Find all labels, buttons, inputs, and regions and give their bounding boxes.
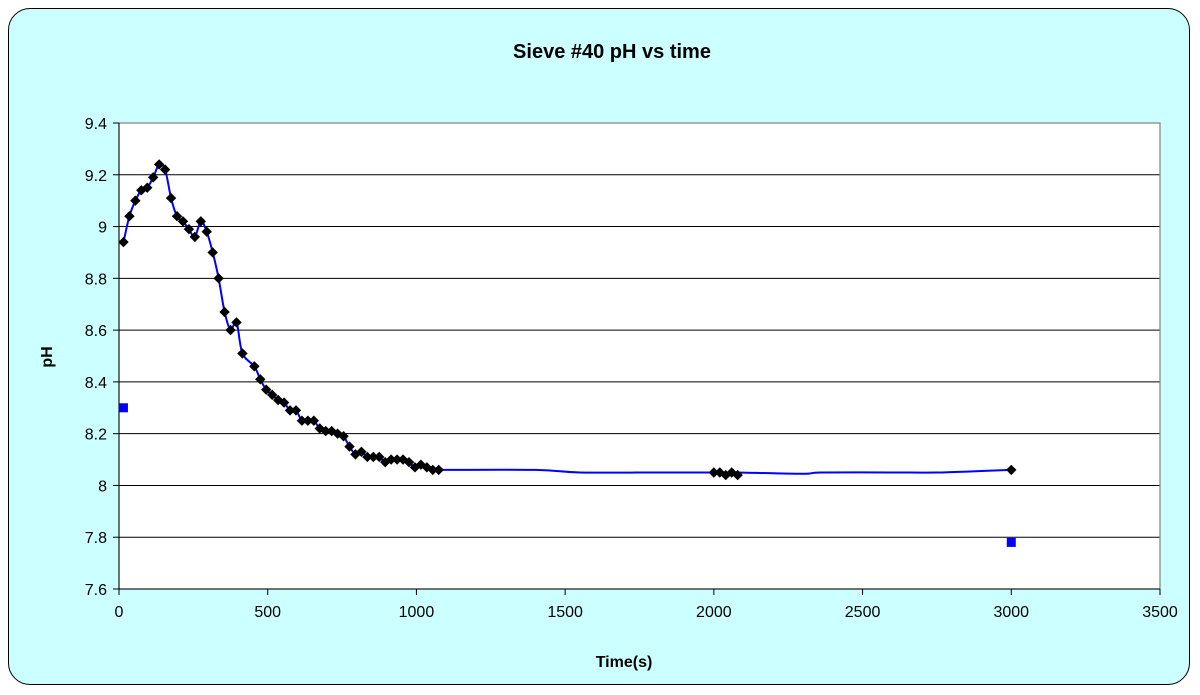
data-point-diamond: [231, 317, 242, 328]
data-point-diamond: [118, 236, 129, 248]
data-point-diamond: [714, 467, 726, 478]
data-point-diamond: [213, 273, 224, 284]
data-point-diamond: [433, 464, 444, 476]
data-point-diamond: [171, 211, 183, 222]
data-point-diamond: [201, 226, 212, 237]
x-tick-label: 3000: [993, 604, 1029, 621]
data-point-diamond: [219, 306, 230, 318]
data-point-diamond: [237, 348, 248, 359]
data-point-diamond: [368, 451, 379, 463]
data-point-diamond: [296, 415, 308, 426]
y-tick-label: 7.6: [85, 582, 107, 599]
data-point-diamond: [338, 431, 349, 442]
y-tick-label: 9.4: [85, 116, 107, 133]
data-point-diamond: [177, 216, 189, 227]
data-point-diamond: [261, 384, 272, 395]
x-tick-label: 500: [254, 604, 281, 621]
y-axis-title: pH: [39, 346, 56, 367]
data-point-diamond: [207, 247, 218, 258]
x-axis-title: Time(s): [596, 654, 653, 671]
plot-area: 7.6 7.8 8 8.2 8.4 8.6 8.8 9 9.2 9.4 0 500 1000 1500 20…: [85, 116, 1178, 621]
y-tick-label: 8: [98, 478, 107, 495]
data-point-diamond: [290, 405, 302, 416]
y-tick-label: 8.4: [85, 375, 107, 392]
data-point-diamond: [159, 164, 171, 175]
data-point-diamond: [189, 231, 201, 243]
x-tick-label: 2500: [845, 604, 881, 621]
data-point-square: [1006, 537, 1016, 547]
y-tick-label: 7.8: [85, 530, 107, 547]
data-point-diamond: [255, 374, 266, 385]
y-tick-label: 8.8: [85, 271, 107, 288]
x-tick-label: 3500: [1142, 604, 1178, 621]
data-point-diamond: [344, 441, 355, 452]
y-tick-label: 8.2: [85, 427, 107, 444]
data-point-diamond: [165, 192, 177, 204]
x-tick-label: 2000: [696, 604, 732, 621]
data-point-diamond: [320, 425, 331, 437]
data-point-diamond: [403, 456, 415, 468]
data-point-diamond: [391, 454, 403, 465]
data-point-diamond: [249, 361, 260, 372]
data-point-square: [118, 403, 128, 413]
data-point-diamond: [362, 451, 373, 463]
data-point-diamond: [124, 211, 135, 222]
data-point-diamond: [284, 405, 296, 416]
data-point-diamond: [225, 324, 236, 336]
data-point-diamond: [708, 467, 720, 478]
data-point-diamond: [195, 216, 206, 227]
data-point-diamond: [427, 464, 438, 476]
data-point-diamond: [302, 415, 314, 426]
data-point-diamond: [153, 159, 165, 170]
data-point-diamond: [183, 223, 195, 235]
y-tick-label: 8.6: [85, 323, 107, 340]
y-tick-label: 9: [98, 220, 107, 237]
data-point-diamond: [278, 397, 290, 408]
data-point-diamond: [130, 195, 141, 206]
y-tick-label: 9.2: [85, 168, 107, 185]
data-point-diamond: [308, 415, 320, 426]
plot-background: [119, 123, 1160, 589]
x-tick-label: 0: [115, 604, 124, 621]
data-point-diamond: [148, 172, 159, 183]
data-point-diamond: [732, 469, 743, 481]
data-point-diamond: [142, 182, 153, 193]
data-point-diamond: [266, 389, 278, 401]
data-point-diamond: [374, 451, 385, 463]
x-tick-label: 1000: [399, 604, 435, 621]
data-point-diamond: [385, 454, 397, 465]
chart-title: Sieve #40 pH vs time: [513, 41, 711, 63]
data-point-diamond: [1006, 464, 1017, 476]
x-tick-label: 1500: [547, 604, 583, 621]
data-point-diamond: [356, 446, 367, 457]
